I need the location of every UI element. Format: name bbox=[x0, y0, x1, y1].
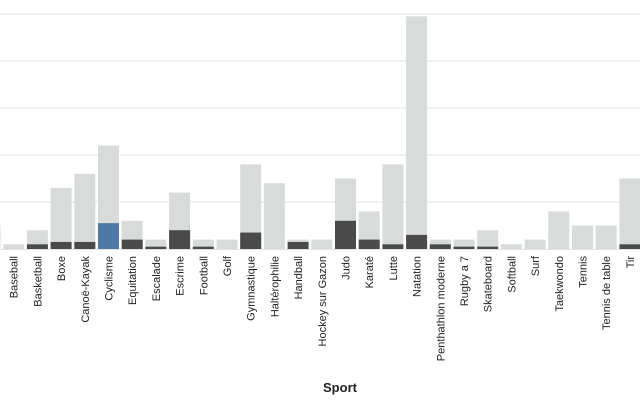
bar-part-lutte bbox=[382, 244, 404, 249]
x-tick-label-karate: Karaté bbox=[364, 256, 376, 288]
x-tick-label-tennis-de-table: Tennis de table bbox=[601, 256, 613, 330]
x-tick-label-hockey-sur-gazon: Hockey sur Gazon bbox=[317, 256, 329, 346]
x-tick-label-tir: Tir bbox=[625, 256, 637, 269]
bar-total-natation bbox=[406, 16, 428, 249]
bar-part-escrime bbox=[169, 230, 191, 249]
bar-total-hockey-sur-gazon bbox=[311, 239, 333, 249]
bars bbox=[0, 16, 640, 249]
x-tick-labels: AthlétismeBaseballBasketballBoxeCanoë-Ka… bbox=[9, 255, 637, 361]
x-tick-label-golf: Golf bbox=[222, 255, 234, 276]
x-tick-label-gymnastique: Gymnastique bbox=[246, 256, 258, 321]
x-tick-label-softball: Softball bbox=[506, 256, 518, 293]
bar-total-halterophilie bbox=[263, 183, 285, 249]
x-tick-label-escalade: Escalade bbox=[151, 256, 163, 301]
x-tick-label-taekwondo: Taekwondo bbox=[554, 256, 566, 312]
bar-total-tennis-de-table bbox=[595, 225, 617, 249]
x-tick-label-equitation: Equitation bbox=[127, 256, 139, 305]
x-tick-label-rugby-a-7: Rugby a 7 bbox=[459, 256, 471, 306]
bar-part-natation bbox=[406, 234, 428, 249]
x-tick-label-penthathlon-moderne: Penthathlon moderne bbox=[435, 256, 447, 361]
x-tick-label-football: Football bbox=[198, 256, 210, 295]
bar-total-tennis bbox=[572, 225, 593, 249]
x-tick-label-surf: Surf bbox=[530, 255, 542, 276]
x-tick-label-halterophilie: Haltérophilie bbox=[269, 256, 281, 317]
bar-part-cyclisme bbox=[98, 223, 119, 249]
x-tick-label-judo: Judo bbox=[341, 256, 353, 280]
x-tick-label-natation: Natation bbox=[412, 256, 424, 297]
bar-total-athletisme bbox=[0, 225, 1, 249]
bar-part-karate bbox=[358, 239, 380, 249]
x-tick-label-cyclisme: Cyclisme bbox=[104, 256, 116, 301]
bar-total-surf bbox=[524, 239, 546, 249]
bar-part-rugby-a-7 bbox=[453, 246, 475, 249]
bar-total-football bbox=[192, 239, 214, 249]
x-tick-label-lutte: Lutte bbox=[388, 256, 400, 280]
x-tick-label-handball: Handball bbox=[293, 256, 305, 299]
bar-total-tir bbox=[619, 178, 640, 249]
x-axis-title: Sport bbox=[323, 380, 358, 395]
bar-total-baseball bbox=[3, 244, 25, 249]
bar-part-escalade bbox=[145, 246, 167, 249]
bar-total-gymnastique bbox=[240, 164, 262, 249]
bar-total-softball bbox=[500, 244, 522, 249]
bar-part-penthathlon-moderne bbox=[429, 244, 451, 249]
bar-total-golf bbox=[216, 239, 238, 249]
gridlines bbox=[0, 13, 640, 250]
bar-total-taekwondo bbox=[548, 211, 570, 249]
bar-total-boxe bbox=[50, 187, 72, 249]
bar-part-football bbox=[192, 246, 214, 249]
x-tick-label-escrime: Escrime bbox=[175, 256, 187, 296]
bar-part-tir bbox=[619, 244, 640, 249]
bar-total-rugby-a-7 bbox=[453, 239, 475, 249]
bar-part-handball bbox=[287, 241, 309, 249]
bar-part-basketball bbox=[26, 244, 48, 249]
x-tick-label-boxe: Boxe bbox=[56, 256, 68, 281]
bar-total-escalade bbox=[145, 239, 167, 249]
bar-part-equitation bbox=[121, 239, 143, 249]
bar-part-skateboard bbox=[477, 246, 499, 249]
bar-part-canoe-kayak bbox=[74, 241, 96, 249]
bar-total-lutte bbox=[382, 164, 404, 249]
x-tick-label-baseball: Baseball bbox=[9, 256, 21, 298]
bar-total-skateboard bbox=[477, 230, 499, 249]
bar-part-judo bbox=[335, 220, 356, 249]
x-tick-label-skateboard: Skateboard bbox=[483, 256, 495, 312]
bar-part-boxe bbox=[50, 241, 72, 249]
x-tick-label-tennis: Tennis bbox=[578, 256, 590, 288]
x-tick-label-basketball: Basketball bbox=[32, 256, 44, 307]
bar-total-canoe-kayak bbox=[74, 173, 96, 249]
x-tick-label-canoe-kayak: Canoë-Kayak bbox=[80, 256, 92, 323]
bar-part-gymnastique bbox=[240, 232, 262, 249]
